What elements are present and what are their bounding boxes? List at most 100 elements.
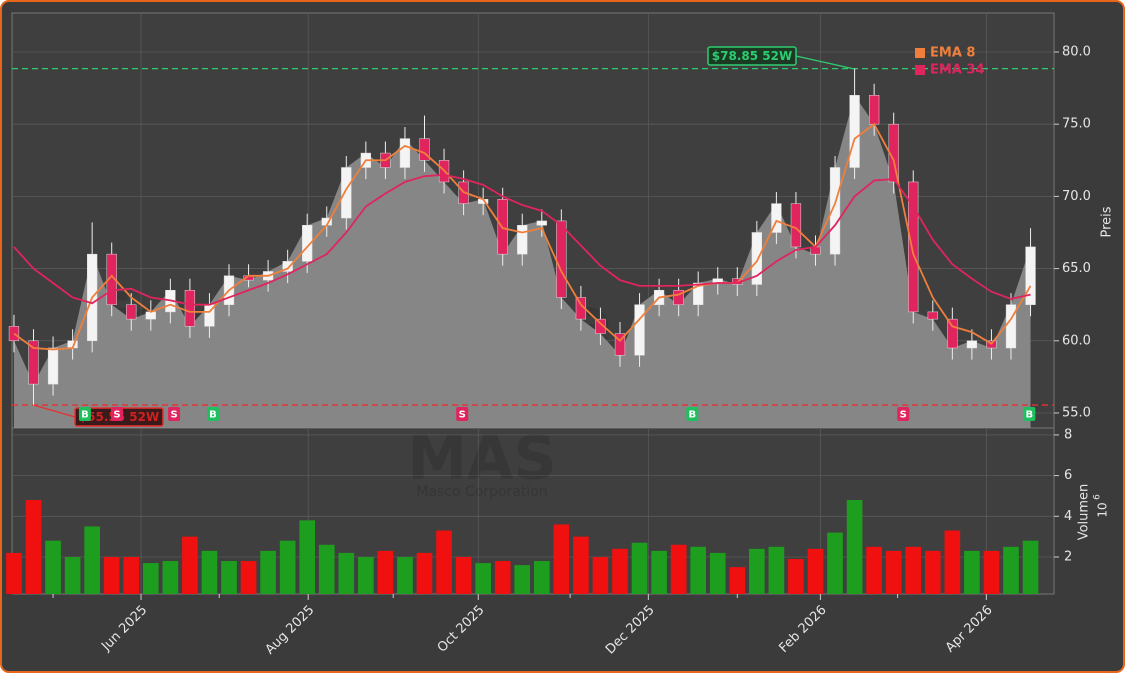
signal-badge: [456, 407, 469, 421]
volume-bar: [260, 550, 276, 594]
ema-line: [13, 173, 1031, 306]
volume-bar: [45, 540, 61, 594]
volume-bar: [533, 561, 550, 594]
volume-bar: [494, 561, 511, 594]
volume-bar: [709, 552, 726, 594]
signal-badge: [168, 407, 181, 421]
signal-badge: [897, 407, 910, 421]
volume-bar: [1022, 540, 1039, 594]
volume-bar: [279, 540, 296, 594]
volume-bar: [788, 559, 804, 594]
volume-bar: [885, 550, 902, 594]
signal-badge: [1023, 407, 1036, 421]
volume-bar: [827, 532, 843, 594]
legend-swatch: [915, 48, 925, 58]
y-tick-label: 65.0: [1062, 261, 1091, 276]
volume-bar: [240, 561, 257, 594]
volume-bar: [475, 563, 491, 594]
volume-bar: [142, 563, 159, 594]
candle-body: [145, 311, 156, 320]
annotation-arrow: [795, 55, 853, 70]
candle-body: [302, 225, 313, 262]
volume-bar: [123, 556, 140, 594]
candle-body: [869, 95, 880, 125]
watermark-company: Masco Corporation: [416, 484, 547, 500]
signal-label: S: [459, 410, 466, 421]
candle-body: [536, 220, 547, 226]
volume-bar: [162, 561, 179, 594]
volume-bar: [651, 550, 667, 594]
y2-tick-label: 4: [1064, 509, 1072, 524]
volume-bar: [358, 556, 374, 594]
candle-body: [517, 225, 528, 255]
volume-bar: [377, 550, 394, 594]
y-tick-label: 70.0: [1062, 189, 1091, 204]
candle-body: [614, 333, 626, 356]
volume-bar: [866, 546, 882, 594]
candle-body: [927, 311, 938, 320]
signal-label: B: [1026, 410, 1034, 421]
volume-bar: [553, 524, 570, 594]
candle-body: [126, 304, 137, 320]
legend-label: EMA 8: [930, 46, 975, 61]
signal-label: S: [113, 410, 120, 421]
volume-bar: [318, 544, 335, 594]
candle-body: [47, 347, 59, 385]
volume-bar: [983, 550, 1000, 594]
volume-bar: [631, 542, 648, 594]
candle-body: [634, 304, 645, 356]
volume-bar: [768, 546, 785, 594]
signal-label: B: [81, 410, 89, 421]
volume-bar: [201, 550, 218, 594]
signal-label: B: [689, 410, 697, 421]
signal-label: B: [209, 410, 217, 421]
candle-body: [693, 282, 704, 305]
y-tick-label: 55.0: [1062, 405, 1091, 420]
signal-badge: [686, 407, 699, 421]
y-tick-label: 75.0: [1062, 117, 1091, 132]
annotation-arrow: [33, 404, 76, 418]
candle-body: [1025, 246, 1036, 305]
volume-bar: [455, 556, 472, 594]
volume-bar: [573, 536, 589, 594]
volume-bar: [25, 500, 42, 594]
volume-bar: [182, 536, 198, 594]
signal-badge: [78, 407, 91, 421]
volume-bar: [84, 526, 100, 594]
legend-label: EMA 34: [930, 63, 985, 78]
volume-bar: [103, 556, 120, 594]
ema-line: [13, 122, 1032, 351]
volume-bar: [690, 546, 707, 594]
candle-body: [341, 167, 352, 219]
candle-body: [908, 181, 919, 313]
y-tick-label: 80.0: [1062, 44, 1091, 59]
y-axis-title: Preis: [1100, 206, 1115, 237]
annotation-label: $78.85 52W: [712, 49, 792, 63]
volume-bar: [670, 544, 687, 594]
y2-tick-label: 6: [1064, 468, 1072, 483]
y2-axis-title: Volumen: [1077, 484, 1092, 541]
volume-bar: [397, 556, 413, 594]
candle-body: [790, 203, 802, 248]
volume-bar: [436, 530, 452, 594]
volume-bar: [514, 565, 531, 594]
candle-body: [1005, 304, 1017, 349]
candle-body: [595, 318, 606, 334]
signal-label: S: [170, 410, 177, 421]
y2-scale-exponent: 6: [1093, 494, 1103, 500]
y2-tick-label: 8: [1064, 427, 1072, 442]
volume-bar: [964, 550, 980, 594]
y2-tick-label: 2: [1064, 549, 1072, 564]
volume-bar: [1003, 546, 1019, 594]
annotation-box: [707, 46, 797, 66]
candle-body: [399, 138, 411, 168]
candle-body: [556, 220, 567, 298]
candle-body: [966, 340, 978, 349]
candle-body: [771, 203, 782, 233]
candle-body: [947, 318, 958, 349]
signal-label: S: [900, 410, 907, 421]
volume-bar: [905, 546, 922, 594]
signal-badge: [110, 407, 123, 421]
volume-bar: [749, 548, 765, 594]
